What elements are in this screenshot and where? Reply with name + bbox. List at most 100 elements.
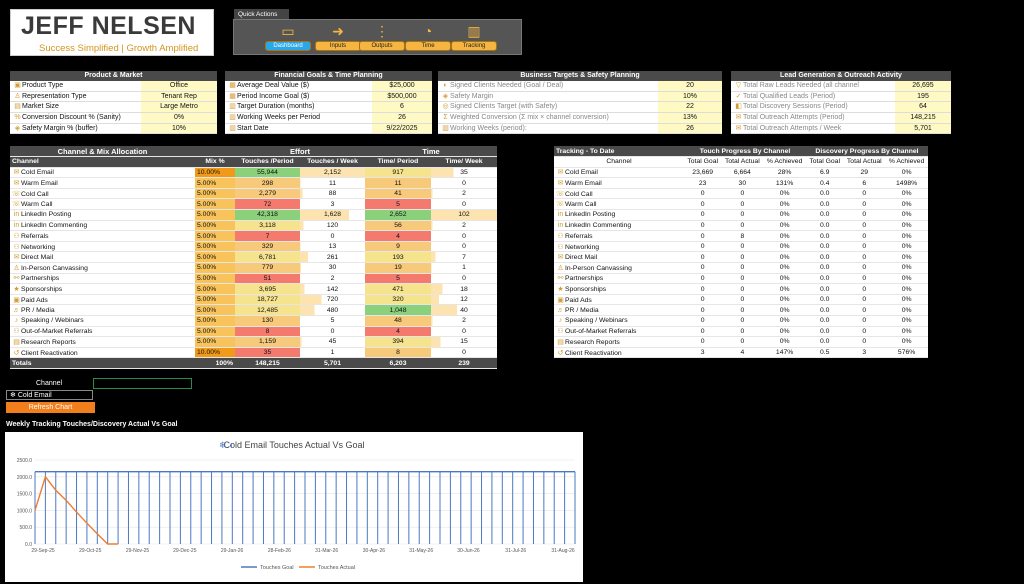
channel-name: ♙In-Person Canvassing	[10, 262, 195, 274]
mix-title: Channel & Mix Allocation	[10, 146, 195, 158]
time-week: 2	[431, 220, 497, 232]
mix-value[interactable]: 10.00%	[195, 167, 235, 179]
channel-label: Speaking / Webinars	[21, 317, 84, 325]
tracking-value: 0%	[763, 336, 806, 348]
time-button[interactable]: Time	[405, 41, 451, 51]
conversion-discount-value[interactable]: 0%	[141, 113, 217, 123]
tracking-value: 0%	[885, 262, 928, 274]
touches-period: 7	[235, 230, 300, 242]
check-icon: ✓	[735, 92, 742, 100]
mix-row: ↺ Client Reactivation 10.00% 35 1 8 0	[10, 347, 497, 359]
channel-icon: in	[13, 211, 20, 219]
mix-value[interactable]: 5.00%	[195, 262, 235, 274]
mix-value[interactable]: 5.00%	[195, 326, 235, 338]
tracking-value: 0.0	[805, 230, 844, 242]
x-tick-label: 29-Nov-25	[126, 548, 150, 554]
channel-icon: ⚇	[557, 233, 564, 241]
mix-value[interactable]: 5.00%	[195, 315, 235, 327]
touches-week: 11	[300, 177, 365, 189]
product-type-value[interactable]: Office	[141, 81, 217, 91]
channel-name: ⚇Networking	[10, 241, 195, 253]
mix-value[interactable]: 5.00%	[195, 220, 235, 232]
tracking-value: 0	[843, 283, 886, 295]
representation-type-value[interactable]: Tenant Rep	[141, 91, 217, 102]
inputs-button[interactable]: Inputs	[315, 41, 361, 51]
tracking-value: 0	[843, 230, 886, 242]
channel-icon: in	[557, 211, 564, 219]
mix-value[interactable]: 5.00%	[195, 177, 235, 189]
channel-icon: ↺	[13, 349, 20, 357]
channel-icon: ♬	[13, 306, 20, 314]
time-week: 7	[431, 251, 497, 264]
time-week: 0	[431, 230, 497, 242]
channel-selected-value[interactable]: ❄ Cold Email	[6, 390, 93, 400]
channel-selector-box[interactable]	[93, 378, 192, 389]
mix-value[interactable]: 5.00%	[195, 273, 235, 285]
channel-name: ✉ Warm Email	[10, 177, 195, 189]
y-tick-label: 2500.0	[17, 458, 33, 464]
mix-row: ☏Warm Call 5.00% 72 3 5 0	[10, 198, 497, 211]
channel-icon: ↺	[557, 349, 564, 357]
time-period: 56	[365, 220, 431, 232]
calendar-icon: ▥	[229, 103, 236, 111]
duration-value[interactable]: 6	[372, 102, 432, 113]
sigma-icon: Σ	[443, 114, 448, 122]
tracking-button[interactable]: Tracking	[451, 41, 497, 51]
mix-value[interactable]: 5.00%	[195, 283, 235, 295]
channel-label: Direct Mail	[565, 254, 598, 262]
channel-label: Warm Email	[21, 180, 58, 188]
tracking-col-header: % Achieved	[763, 156, 806, 168]
quick-actions-bar: ▭ Dashboard ➜ Inputs ⋮ Outputs ◔ Time ▥ …	[233, 19, 522, 55]
mix-value[interactable]: 5.00%	[195, 304, 235, 316]
tracking-row: ⚇Networking 0 0 0% 0.0 0 0%	[554, 241, 928, 253]
channel-label: Networking	[21, 243, 55, 251]
mix-value[interactable]: 5.00%	[195, 294, 235, 306]
tracking-value: 0%	[763, 273, 806, 285]
mix-value[interactable]: 5.00%	[195, 230, 235, 242]
safety-margin-value[interactable]: 10%	[141, 123, 217, 134]
tracking-channel: ☏Cold Call	[554, 188, 684, 200]
tracking-value: 0.0	[805, 283, 844, 295]
mix-value[interactable]: 5.00%	[195, 251, 235, 264]
touches-week: 142	[300, 283, 365, 295]
mix-value[interactable]: 10.00%	[195, 347, 235, 359]
start-date-value[interactable]: 9/22/2025	[372, 123, 432, 134]
tracking-channel: ↺ Client Reactivation	[554, 347, 684, 359]
dashboard-button[interactable]: Dashboard	[265, 41, 311, 51]
refresh-chart-button[interactable]: Refresh Chart	[6, 402, 95, 413]
channel-label: Out-of-Market Referrals	[565, 328, 637, 336]
tracking-row: ☏Warm Call 0 0 0% 0.0 0 0%	[554, 198, 928, 211]
market-size-value[interactable]: Large Metro	[141, 102, 217, 113]
mix-value[interactable]: 5.00%	[195, 336, 235, 348]
channel-name: in LinkedIn Posting	[10, 209, 195, 221]
mix-value[interactable]: 5.00%	[195, 209, 235, 221]
tracking-value: 0.0	[805, 241, 844, 253]
channel-icon: ▤	[557, 338, 564, 346]
tracking-value: 0.0	[805, 336, 844, 348]
y-tick-label: 500.0	[19, 525, 32, 531]
tracking-channel: ▣Paid Ads	[554, 294, 684, 306]
quick-actions-label: Quick Actions	[234, 9, 289, 20]
working-weeks-value[interactable]: 26	[372, 113, 432, 123]
tracking-channel: in LinkedIn Commenting	[554, 220, 684, 232]
channel-icon: ✉	[557, 254, 564, 262]
tracking-value: 3	[843, 347, 886, 359]
mix-value[interactable]: 5.00%	[195, 198, 235, 211]
tracking-value: 0	[721, 336, 764, 348]
income-goal-value[interactable]: $500,000	[372, 91, 432, 102]
time-period: 19	[365, 262, 431, 274]
brand-logo: JEFF NELSEN Success Simplified | Growth …	[10, 9, 214, 56]
channel-label: LinkedIn Posting	[21, 211, 72, 219]
tracking-row: ♙In-Person Canvassing 0 0 0% 0.0 0 0%	[554, 262, 928, 274]
channel-icon: ☏	[12, 190, 21, 198]
tracking-value: 0	[843, 188, 886, 200]
outputs-button[interactable]: Outputs	[359, 41, 405, 51]
mix-value[interactable]: 5.00%	[195, 188, 235, 200]
deal-value[interactable]: $25,000	[372, 81, 432, 91]
tracking-value: 0	[684, 294, 722, 306]
time-period-header: Time/ Period	[365, 156, 431, 168]
touches-period: 6,781	[235, 251, 300, 264]
tracking-value: 0	[721, 326, 764, 338]
mix-value[interactable]: 5.00%	[195, 241, 235, 253]
time-week: 12	[431, 294, 497, 306]
